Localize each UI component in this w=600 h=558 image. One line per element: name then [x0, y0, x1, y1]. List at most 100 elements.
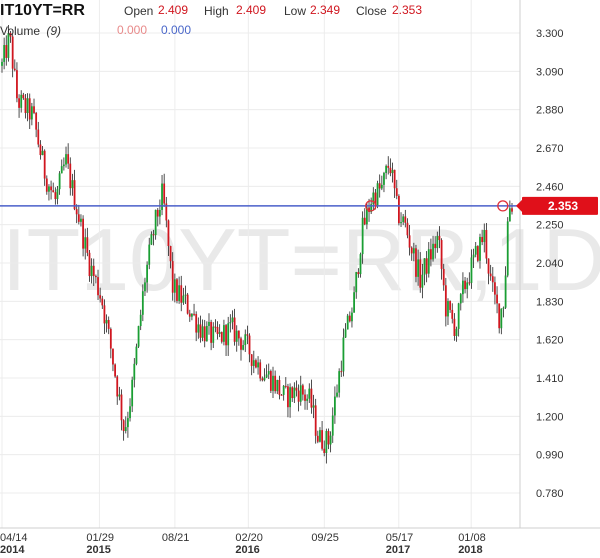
candle-body [496, 294, 498, 304]
candle-body [425, 258, 428, 274]
candle-body [9, 33, 12, 37]
candle-body [504, 275, 507, 308]
candle-body [432, 243, 434, 260]
candle-body [84, 237, 87, 249]
candle-body [466, 282, 469, 290]
y-tick-label: 0.780 [536, 488, 564, 500]
candle-body [199, 324, 202, 338]
candle-body [408, 235, 411, 248]
candle-body [88, 252, 91, 277]
candle-body [225, 325, 227, 346]
candle-body [139, 314, 142, 327]
candle-body [415, 248, 417, 277]
candle-body [184, 294, 187, 296]
candle-body [417, 259, 420, 277]
x-tick-label: 04/14 [0, 532, 28, 544]
candle-body [494, 282, 496, 295]
candle-body [314, 405, 317, 436]
candle-body [135, 346, 138, 364]
candle-body [82, 218, 84, 249]
candle-body [395, 188, 398, 196]
candle-body [182, 295, 185, 303]
volume-period: (9) [46, 24, 61, 38]
candle-body [498, 303, 501, 329]
candle-body [306, 398, 309, 401]
candle-body [214, 326, 217, 328]
last-price-tag-bg [522, 196, 598, 215]
candle-body [197, 324, 200, 333]
candle-body [227, 323, 230, 346]
candle-body [205, 325, 208, 342]
candle-body [231, 317, 234, 323]
candle-body [440, 240, 443, 269]
candle-body [131, 379, 134, 407]
candle-body [274, 375, 277, 392]
candle-body [308, 388, 311, 399]
candle-body [331, 415, 334, 436]
candle-body [148, 244, 151, 265]
candle-body [167, 220, 170, 247]
y-tick-label: 2.670 [536, 143, 564, 155]
candle-body [267, 371, 270, 375]
candle-body [391, 169, 394, 174]
candle-body [233, 317, 236, 342]
candle-body [208, 321, 210, 326]
candle-body [118, 394, 121, 397]
candle-body [210, 321, 213, 343]
candle-body [402, 216, 405, 223]
candle-body [378, 183, 381, 189]
candle-body [246, 334, 249, 336]
candle-body [319, 430, 321, 442]
candle-body [257, 362, 259, 368]
candle-body [20, 94, 23, 108]
x-tick-label: 01/08 [458, 532, 486, 544]
candle-body [344, 329, 347, 338]
x-tick-year: 2018 [458, 544, 482, 556]
ticker-symbol[interactable]: IT10YT=RR [0, 2, 85, 19]
candle-body [487, 258, 490, 274]
candle-body [18, 98, 20, 108]
close-value: 2.353 [392, 3, 422, 17]
candle-body [242, 345, 245, 350]
candle-body [323, 448, 326, 453]
x-tick-label: 08/21 [162, 532, 190, 544]
candle-body [3, 45, 6, 62]
candle-body [165, 203, 168, 221]
candle-body [455, 328, 458, 336]
candle-body [94, 275, 97, 278]
candle-body [351, 312, 353, 322]
candle-body [287, 386, 289, 408]
candle-body [39, 144, 42, 156]
candle-body [229, 322, 232, 324]
candle-body [385, 165, 388, 173]
x-tick-year: 2016 [235, 544, 259, 556]
candle-body [261, 378, 264, 381]
y-tick-label: 2.460 [536, 181, 564, 193]
candle-body [472, 254, 475, 258]
candle-body [90, 265, 93, 277]
candle-body [359, 254, 362, 275]
candle-body [316, 435, 319, 442]
y-tick-label: 1.200 [536, 411, 564, 423]
candle-body [112, 348, 114, 365]
candle-body [186, 294, 189, 314]
candle-body [263, 377, 266, 381]
candle-body [52, 190, 55, 193]
candle-body [16, 70, 18, 99]
candle-body [451, 309, 454, 319]
candle-body [398, 195, 400, 224]
volume-label: Volume (9) [0, 24, 61, 38]
candle-body [368, 207, 370, 212]
candle-body [412, 248, 415, 254]
candle-body [327, 430, 330, 445]
candle-body [191, 313, 193, 317]
candle-body [299, 385, 302, 402]
candle-body [365, 207, 368, 225]
candle-body [476, 246, 479, 261]
candle-body [301, 385, 304, 395]
candle-body [357, 272, 360, 275]
candle-body [438, 235, 441, 241]
candle-body [195, 314, 198, 333]
candle-body [163, 183, 166, 204]
